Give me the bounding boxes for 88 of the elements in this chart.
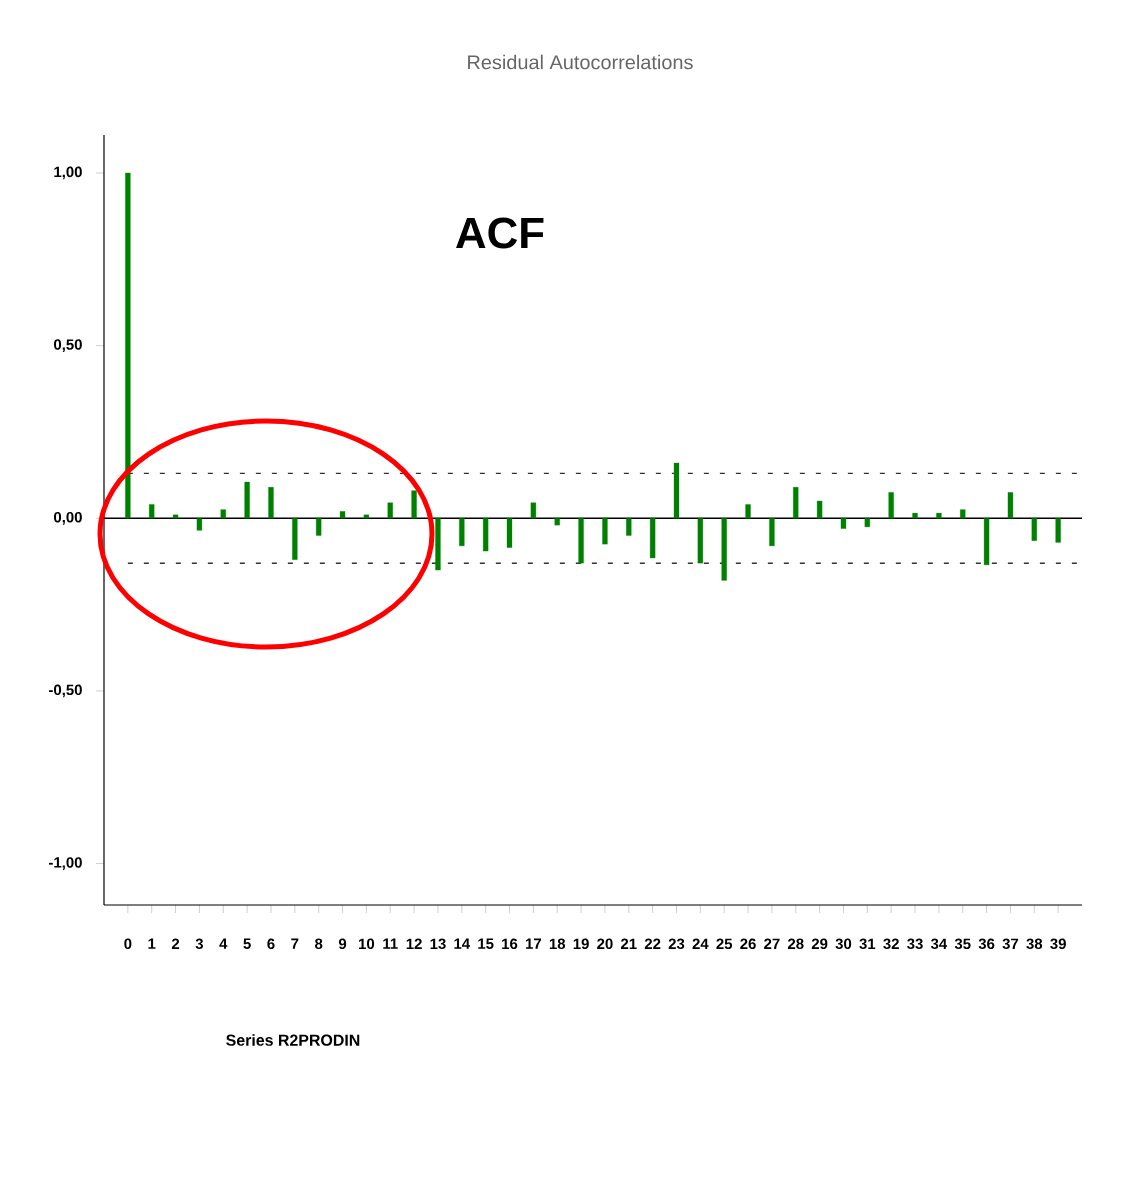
x-tick-label: 22: [644, 938, 661, 949]
bar: [888, 492, 894, 519]
bar: [411, 490, 417, 519]
bar: [1007, 492, 1014, 519]
bar: [244, 481, 250, 519]
x-tick-label: 20: [597, 938, 613, 950]
y-tick-label: 1,00: [54, 166, 82, 180]
x-tick-label: 21: [620, 938, 637, 949]
x-tick-label: 13: [430, 938, 446, 950]
chart-title: Residual Autocorrelations: [468, 54, 693, 70]
x-tick-label: 17: [525, 938, 542, 949]
bar: [1031, 518, 1037, 541]
bar: [1055, 518, 1061, 543]
bar: [435, 518, 441, 571]
bar: [745, 504, 751, 519]
bar: [172, 514, 179, 519]
x-tick-label: 18: [549, 938, 566, 950]
bar: [363, 514, 370, 519]
bar: [673, 462, 680, 519]
bar: [554, 518, 560, 526]
x-tick-label: 37: [1002, 938, 1019, 950]
x-tick-label: 10: [359, 938, 375, 950]
y-tick-label: -1,00: [49, 857, 82, 870]
bar: [196, 518, 203, 531]
bar: [316, 518, 322, 536]
x-tick-label: 27: [764, 938, 780, 949]
bar: [125, 172, 131, 519]
x-tick-label: 29: [811, 938, 828, 950]
x-tick-label: 9: [338, 938, 347, 950]
bar: [983, 518, 990, 566]
x-tick-label: 15: [478, 938, 494, 949]
bar: [626, 518, 632, 536]
x-tick-label: 19: [573, 938, 589, 950]
x-tick-label: 0: [124, 938, 132, 950]
x-tick-label: 25: [716, 938, 733, 950]
x-tick-label: 39: [1050, 938, 1066, 950]
bar: [530, 502, 537, 519]
x-tick-label: 4: [219, 938, 228, 949]
bar: [649, 518, 656, 559]
bar: [912, 512, 918, 519]
bar: [602, 518, 608, 545]
y-tick-label: 0,50: [53, 339, 82, 352]
bar: [697, 518, 703, 564]
bar: [268, 487, 274, 519]
x-tick-label: 28: [787, 938, 804, 950]
x-tick-label: 6: [267, 938, 275, 950]
x-tick-label: 32: [883, 938, 899, 950]
bar: [864, 518, 870, 528]
annotation: ACF: [456, 217, 544, 249]
bar: [960, 509, 966, 519]
x-tick-label: 35: [954, 938, 971, 950]
x-tick-label: 1: [148, 938, 156, 949]
x-tick-label: 23: [668, 938, 685, 950]
x-tick-label: 5: [243, 938, 251, 949]
bar: [292, 518, 298, 560]
bar: [769, 518, 775, 547]
x-tick-label: 14: [454, 938, 471, 949]
x-tick-label: 30: [835, 938, 852, 950]
x-tick-label: 8: [315, 938, 323, 950]
x-tick-label: 31: [859, 938, 876, 950]
bar: [387, 502, 393, 519]
bar: [459, 518, 465, 547]
x-tick-label: 11: [383, 938, 398, 949]
x-tick-label: 36: [978, 938, 995, 950]
x-tick-label: 16: [502, 938, 518, 950]
bar: [816, 500, 823, 519]
bar: [936, 512, 942, 519]
x-tick-label: 3: [195, 938, 204, 950]
y-tick-label: -0,50: [49, 684, 82, 698]
x-tick-label: 38: [1026, 938, 1043, 950]
bar: [339, 511, 346, 519]
text: Series R2PRODIN: [226, 1034, 360, 1046]
bar: [149, 504, 155, 519]
x-tick-label: 26: [740, 938, 756, 950]
bar: [721, 518, 727, 581]
bar: [840, 518, 847, 529]
x-tick-label: 7: [291, 938, 299, 949]
x-tick-label: 33: [907, 938, 923, 950]
bar: [220, 509, 226, 519]
x-tick-label: 2: [171, 938, 180, 949]
x-tick-label: 24: [692, 938, 709, 949]
bar: [483, 518, 489, 552]
bar: [506, 518, 513, 548]
bar: [578, 518, 584, 564]
x-tick-label: 34: [930, 938, 948, 950]
bar: [793, 487, 799, 519]
x-tick-label: 12: [406, 938, 422, 949]
y-tick-label: 0,00: [53, 511, 82, 525]
